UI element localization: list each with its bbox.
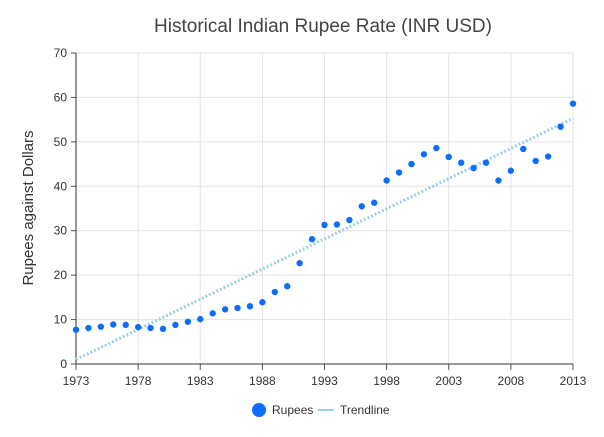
data-point[interactable] [358, 203, 365, 210]
data-point[interactable] [395, 169, 403, 176]
data-point[interactable] [557, 123, 564, 130]
data-point[interactable] [445, 153, 452, 161]
x-tick-label: 1993 [311, 374, 338, 388]
x-tick-label: 1983 [187, 374, 214, 388]
y-tick-label: 10 [54, 313, 68, 327]
data-point[interactable] [110, 321, 117, 328]
data-point[interactable] [85, 324, 92, 332]
data-point[interactable] [259, 299, 266, 306]
y-tick-label: 60 [54, 90, 68, 104]
data-point[interactable] [97, 323, 105, 330]
data-point[interactable] [246, 303, 254, 310]
data-point[interactable] [209, 310, 216, 317]
y-tick-label: 30 [54, 224, 68, 238]
chart-title: Historical Indian Rupee Rate (INR USD) [154, 16, 492, 37]
trendline-series [75, 116, 574, 361]
data-point[interactable] [507, 167, 515, 174]
x-tick-label: 1998 [373, 374, 400, 388]
legend-label-rupees: Rupees [272, 403, 313, 417]
legend[interactable]: Rupees Trendline [252, 403, 390, 417]
data-point[interactable] [271, 288, 278, 296]
data-point[interactable] [172, 321, 179, 329]
axes: 0 10 20 30 40 50 60 70 1973 1978 1983 1988 1993 1998 2… [54, 46, 587, 388]
data-point[interactable] [72, 326, 80, 333]
data-point[interactable] [134, 323, 142, 331]
data-point[interactable] [482, 159, 490, 166]
legend-label-trendline: Trendline [340, 403, 390, 417]
data-point[interactable] [122, 321, 129, 329]
data-point[interactable] [221, 306, 229, 313]
data-point[interactable] [420, 151, 428, 158]
data-point[interactable] [308, 235, 316, 243]
y-tick-label: 50 [54, 135, 68, 149]
x-tick-label: 1978 [125, 374, 152, 388]
y-tick-label: 20 [54, 268, 68, 282]
data-point[interactable] [569, 100, 577, 107]
trendline [75, 116, 574, 361]
data-point[interactable] [284, 283, 291, 290]
data-point[interactable] [333, 221, 341, 228]
x-tick-label: 1988 [249, 374, 276, 388]
legend-item-rupees[interactable]: Rupees [252, 403, 313, 417]
x-tick-label: 2003 [435, 374, 462, 388]
data-point[interactable] [159, 325, 167, 333]
y-tick-label: 40 [54, 179, 68, 193]
data-point[interactable] [383, 177, 390, 184]
data-point[interactable] [433, 144, 440, 152]
data-point[interactable] [544, 153, 552, 160]
y-axis-title: Rupees against Dollars [20, 130, 37, 285]
data-point[interactable] [520, 145, 527, 153]
data-point[interactable] [457, 159, 465, 166]
data-point[interactable] [346, 216, 353, 224]
y-tick-label: 0 [60, 357, 67, 371]
x-tick-label: 1973 [63, 374, 90, 388]
data-point[interactable] [184, 318, 192, 325]
grid-lines [76, 52, 574, 364]
x-tick-label: 2008 [498, 374, 525, 388]
data-point[interactable] [371, 199, 378, 206]
data-point[interactable] [532, 157, 539, 165]
data-point[interactable] [147, 324, 154, 332]
data-point[interactable] [470, 164, 477, 172]
data-point[interactable] [197, 315, 204, 323]
data-point[interactable] [408, 160, 415, 168]
rupees-series [72, 100, 577, 333]
data-point[interactable] [495, 177, 502, 184]
data-point[interactable] [296, 259, 303, 267]
data-point[interactable] [234, 304, 241, 312]
x-tick-label: 2013 [560, 374, 587, 388]
data-point[interactable] [321, 221, 328, 229]
legend-item-trendline[interactable]: Trendline [318, 403, 390, 417]
y-tick-label: 70 [54, 46, 68, 60]
legend-marker-rupees [252, 403, 266, 417]
